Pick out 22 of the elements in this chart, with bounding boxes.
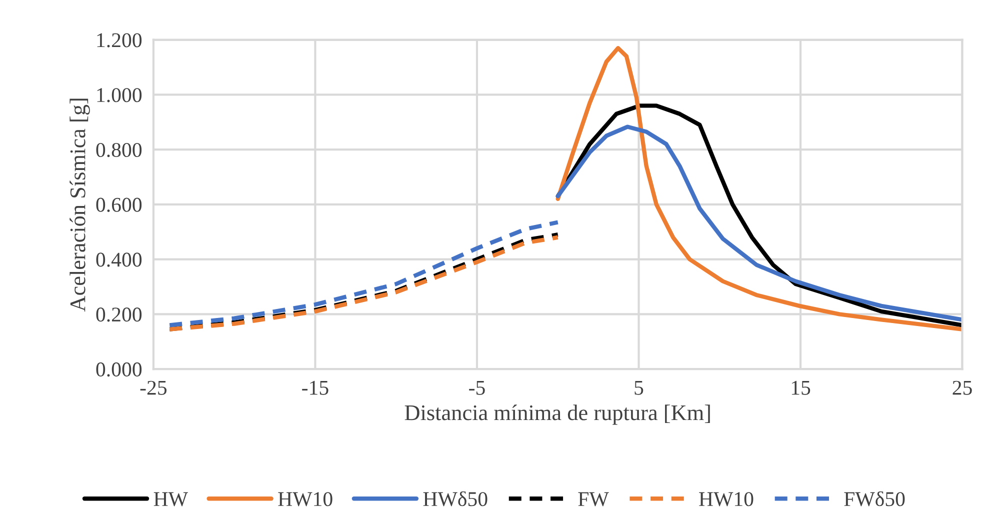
y-tick-label: 1.200 <box>97 33 142 48</box>
y-tick-label: 0.400 <box>96 252 142 267</box>
x-tick-label: 25 <box>952 380 972 395</box>
y-tick-label: 0.000 <box>96 362 142 377</box>
y-tick-label: 0.600 <box>96 198 142 212</box>
x-tick-label: -25 <box>140 380 167 395</box>
x-tick-label: -5 <box>469 380 485 395</box>
line-series <box>556 46 962 332</box>
y-axis-title: Aceleración Sísmica [g] <box>70 98 90 312</box>
legend-label: FW <box>578 492 609 506</box>
x-tick-label: 15 <box>792 380 810 395</box>
legend-label: HW <box>154 492 188 506</box>
legend-label: FWδ50 <box>844 491 905 506</box>
legend-label: HW10 <box>278 492 332 506</box>
x-axis-title: Distancia mínima de ruptura [Km] <box>404 404 710 425</box>
x-tick-label: 5 <box>634 380 644 395</box>
x-tick-label: -15 <box>302 380 328 395</box>
y-tick-label: 0.200 <box>96 308 142 322</box>
legend-label: HW10 <box>699 492 754 506</box>
y-tick-label: 1.000 <box>97 88 142 102</box>
y-tick-label: 0.800 <box>96 142 142 158</box>
legend-label: HWδ50 <box>423 491 488 506</box>
